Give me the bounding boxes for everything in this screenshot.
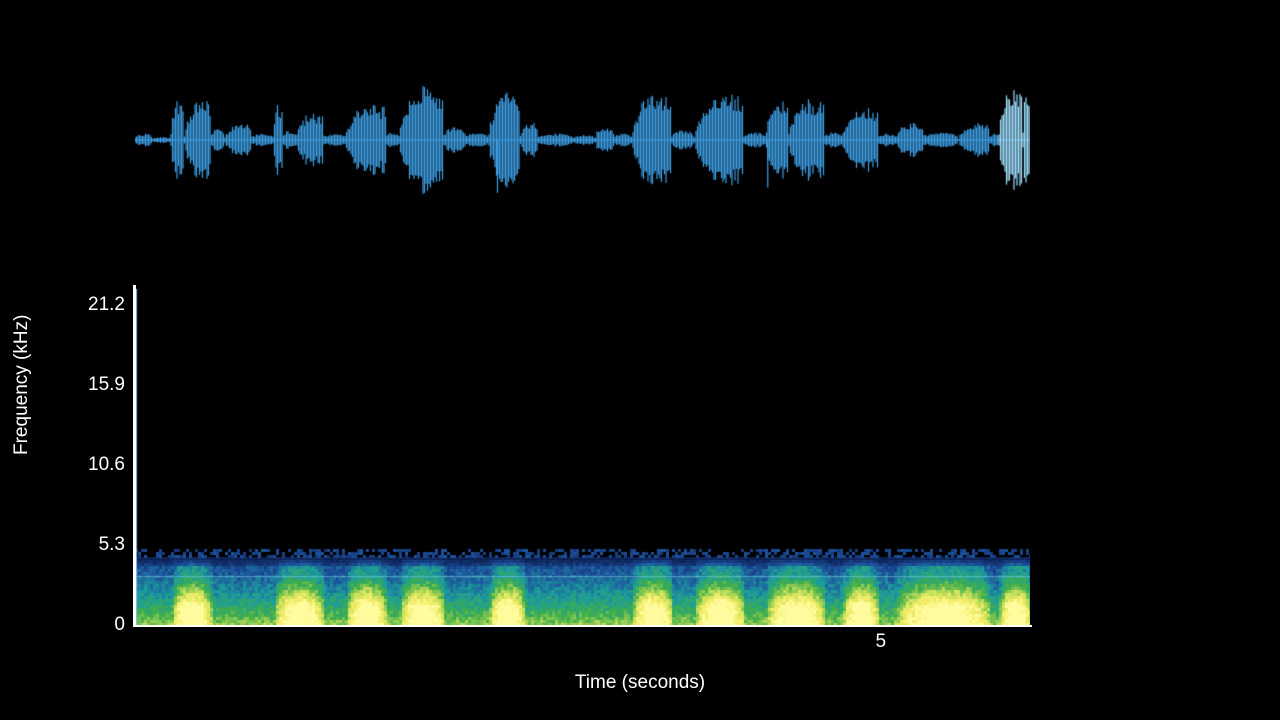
spectrogram-canvas bbox=[135, 285, 1030, 625]
y-tick: 10.6 bbox=[88, 454, 135, 476]
x-tick: 5 bbox=[876, 625, 887, 653]
waveform-canvas bbox=[135, 85, 1030, 195]
y-tick: 21.2 bbox=[88, 294, 135, 316]
y-tick: 0 bbox=[114, 614, 135, 636]
y-axis-label: Frequency (kHz) bbox=[11, 315, 33, 455]
x-axis-line bbox=[133, 625, 1032, 627]
waveform-panel bbox=[135, 85, 1030, 195]
spectrogram-panel: 05.310.615.921.2 5 bbox=[135, 285, 1030, 625]
y-tick: 15.9 bbox=[88, 374, 135, 396]
x-axis-label: Time (seconds) bbox=[0, 672, 1280, 694]
y-tick: 5.3 bbox=[99, 534, 135, 556]
root: 05.310.615.921.2 5 Frequency (kHz) Time … bbox=[0, 0, 1280, 720]
